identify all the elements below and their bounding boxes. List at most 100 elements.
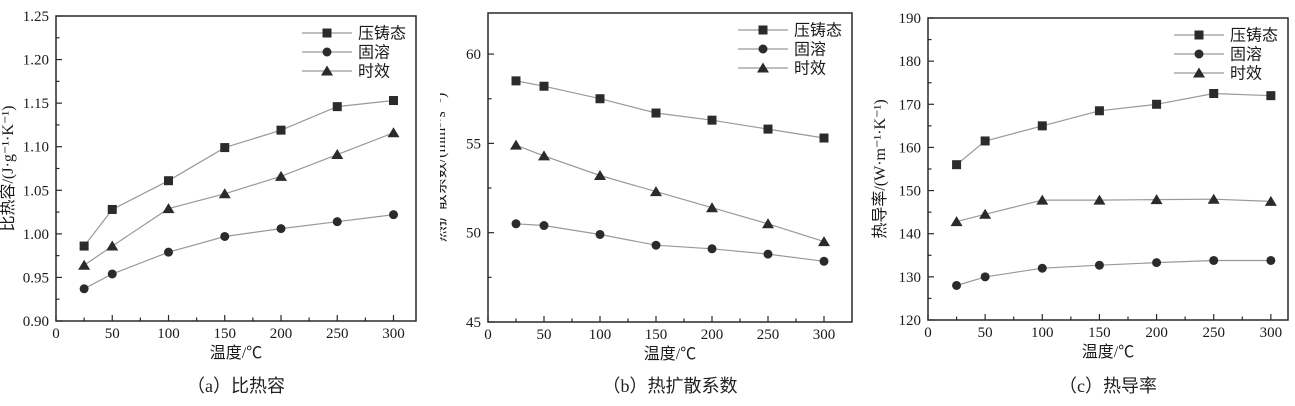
data-point-marker xyxy=(164,247,173,257)
series-circle xyxy=(952,255,1276,290)
x-tick-label: 250 xyxy=(326,326,349,342)
data-point-marker xyxy=(595,229,605,239)
data-point-marker xyxy=(819,256,829,266)
y-tick-label: 50 xyxy=(466,226,481,242)
y-tick-label: 180 xyxy=(899,54,922,70)
data-point-marker xyxy=(1266,91,1276,101)
thermal-diffusivity-chart: 0 50 100 150 200 250 300 温度/℃ 45 50 55 60 热扩散系数/(mm²… xyxy=(440,12,853,363)
x-tick-label: 200 xyxy=(270,326,293,342)
data-point-marker xyxy=(1093,194,1106,205)
series-group xyxy=(78,96,400,294)
data-point-marker xyxy=(220,231,230,241)
series-triangle xyxy=(510,139,830,247)
series-square xyxy=(952,89,1276,170)
data-point-marker xyxy=(510,139,522,150)
legend-label: 固溶 xyxy=(358,44,390,62)
data-point-marker xyxy=(107,204,117,214)
x-tick-label: 50 xyxy=(978,325,993,341)
y-tick-label: 1.05 xyxy=(23,183,49,199)
data-point-marker xyxy=(1036,194,1049,205)
data-point-marker xyxy=(763,249,773,259)
data-point-marker xyxy=(539,81,549,91)
x-tick-label: 150 xyxy=(1088,325,1111,341)
data-point-marker xyxy=(819,133,829,143)
plot-frame xyxy=(487,12,853,323)
x-tick-label: 0 xyxy=(52,326,60,342)
data-point-marker xyxy=(952,280,962,290)
y-tick-label: 60 xyxy=(466,47,481,63)
data-point-marker xyxy=(1264,195,1277,206)
data-point-marker xyxy=(1037,121,1047,131)
data-point-marker xyxy=(218,188,231,199)
series-line xyxy=(515,144,825,243)
x-tick-label: 300 xyxy=(382,326,405,342)
x-tick-label: 0 xyxy=(924,325,932,341)
data-point-marker xyxy=(276,224,286,234)
y-axis: 45 50 55 60 热扩散系数/(mm²·s⁻¹) xyxy=(440,47,494,331)
y-axis: 0.90 0.95 1.00 1.05 1.10 1.15 1.20 1.25 比热容/(J·g… xyxy=(0,9,62,330)
data-point-marker xyxy=(107,269,117,279)
data-point-marker xyxy=(162,203,175,214)
data-point-marker xyxy=(331,149,344,160)
legend-circle-marker xyxy=(1194,49,1204,59)
data-point-marker xyxy=(650,186,662,197)
data-point-marker xyxy=(1209,255,1219,265)
data-point-marker xyxy=(595,94,605,104)
y-tick-label: 170 xyxy=(899,97,922,113)
data-point-marker xyxy=(980,272,990,282)
panel-thermal-conductivity: 0 50 100 150 200 250 300 温度/℃ 120 130 140 150 160 170… xyxy=(870,0,1295,406)
series-square xyxy=(511,76,829,143)
legend-label: 固溶 xyxy=(1230,46,1262,64)
y-axis-label: 比热容/(J·g⁻¹·K⁻¹) xyxy=(0,105,17,231)
data-point-marker xyxy=(950,216,963,227)
series-line xyxy=(956,198,1271,223)
y-tick-label: 0.95 xyxy=(23,270,49,286)
legend-square-marker xyxy=(758,25,768,35)
x-axis: 0 50 100 150 200 250 300 温度/℃ xyxy=(924,314,1282,361)
data-point-marker xyxy=(818,236,830,247)
series-group xyxy=(510,76,830,266)
data-point-marker xyxy=(106,240,119,251)
x-tick-label: 200 xyxy=(1145,325,1168,341)
y-axis-label: 热导率/(W·m⁻¹·K⁻¹) xyxy=(871,99,889,238)
series-line xyxy=(515,80,825,139)
y-tick-label: 150 xyxy=(899,184,922,200)
y-tick-label: 55 xyxy=(466,136,481,152)
series-line xyxy=(956,259,1271,287)
y-tick-label: 0.90 xyxy=(23,314,49,330)
series-triangle xyxy=(78,127,400,270)
data-point-marker xyxy=(651,108,661,118)
data-point-marker xyxy=(511,76,521,86)
x-tick-label: 0 xyxy=(484,327,492,343)
series-group xyxy=(950,89,1277,290)
x-tick-label: 250 xyxy=(1202,325,1225,341)
data-point-marker xyxy=(707,115,717,125)
y-tick-label: 140 xyxy=(899,227,922,243)
x-tick-label: 200 xyxy=(701,327,724,343)
series-line xyxy=(83,99,394,247)
x-tick-label: 300 xyxy=(1260,325,1283,341)
y-tick-label: 1.00 xyxy=(23,227,49,243)
series-circle xyxy=(79,210,398,294)
caption-specific-heat: （a）比热容 xyxy=(187,376,285,396)
y-axis: 120 130 140 150 160 170 180 190 热导率/(W·m⁻¹·K⁻¹) xyxy=(871,11,934,329)
legend-square-marker xyxy=(1194,30,1204,40)
x-axis-label: 温度/℃ xyxy=(210,344,262,362)
series-line xyxy=(83,214,394,290)
series-square xyxy=(79,96,398,251)
data-point-marker xyxy=(1152,258,1162,268)
x-tick-label: 150 xyxy=(645,327,668,343)
series-line xyxy=(83,132,394,266)
data-point-marker xyxy=(164,176,173,186)
data-point-marker xyxy=(1094,260,1104,270)
legend-circle-marker xyxy=(758,44,768,54)
legend-label: 时效 xyxy=(358,63,390,81)
panel-thermal-diffusivity: 0 50 100 150 200 250 300 温度/℃ 45 50 55 60 热扩散系数/(mm²… xyxy=(440,0,870,406)
x-axis: 0 50 100 150 200 250 300 温度/℃ xyxy=(52,315,405,362)
legend-label: 压铸态 xyxy=(794,22,842,40)
data-point-marker xyxy=(220,143,230,153)
y-tick-label: 160 xyxy=(899,140,922,156)
